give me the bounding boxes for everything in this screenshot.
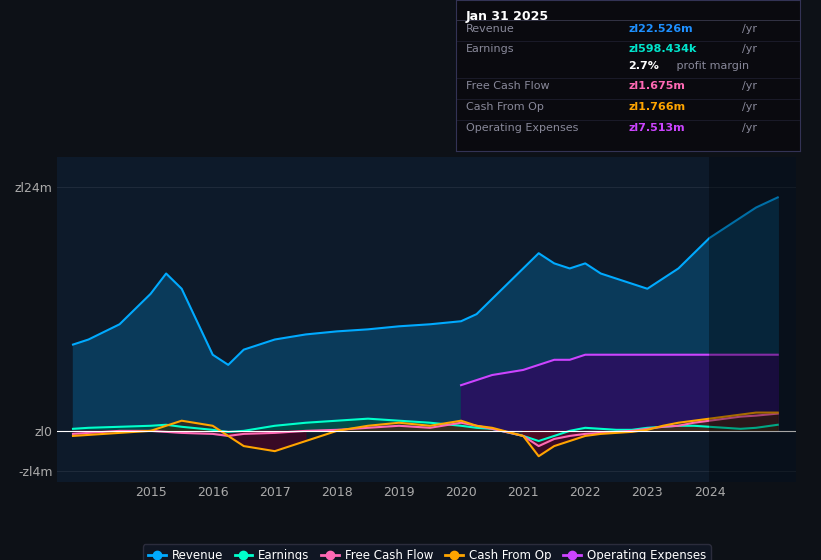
Text: zl1.766m: zl1.766m <box>628 102 686 112</box>
Text: zl1.675m: zl1.675m <box>628 81 685 91</box>
Legend: Revenue, Earnings, Free Cash Flow, Cash From Op, Operating Expenses: Revenue, Earnings, Free Cash Flow, Cash … <box>143 544 711 560</box>
Text: Free Cash Flow: Free Cash Flow <box>466 81 549 91</box>
Text: profit margin: profit margin <box>673 62 749 72</box>
Text: /yr: /yr <box>742 81 757 91</box>
Text: zl598.434k: zl598.434k <box>628 44 696 54</box>
Text: /yr: /yr <box>742 123 757 133</box>
Text: Jan 31 2025: Jan 31 2025 <box>466 10 549 23</box>
Text: Cash From Op: Cash From Op <box>466 102 544 112</box>
Text: Operating Expenses: Operating Expenses <box>466 123 578 133</box>
Text: Earnings: Earnings <box>466 44 515 54</box>
Text: 2.7%: 2.7% <box>628 62 659 72</box>
Text: zl7.513m: zl7.513m <box>628 123 685 133</box>
Text: /yr: /yr <box>742 102 757 112</box>
Text: zl22.526m: zl22.526m <box>628 24 693 34</box>
Bar <box>709 157 803 482</box>
Text: /yr: /yr <box>742 44 757 54</box>
Text: Revenue: Revenue <box>466 24 515 34</box>
Text: /yr: /yr <box>742 24 757 34</box>
